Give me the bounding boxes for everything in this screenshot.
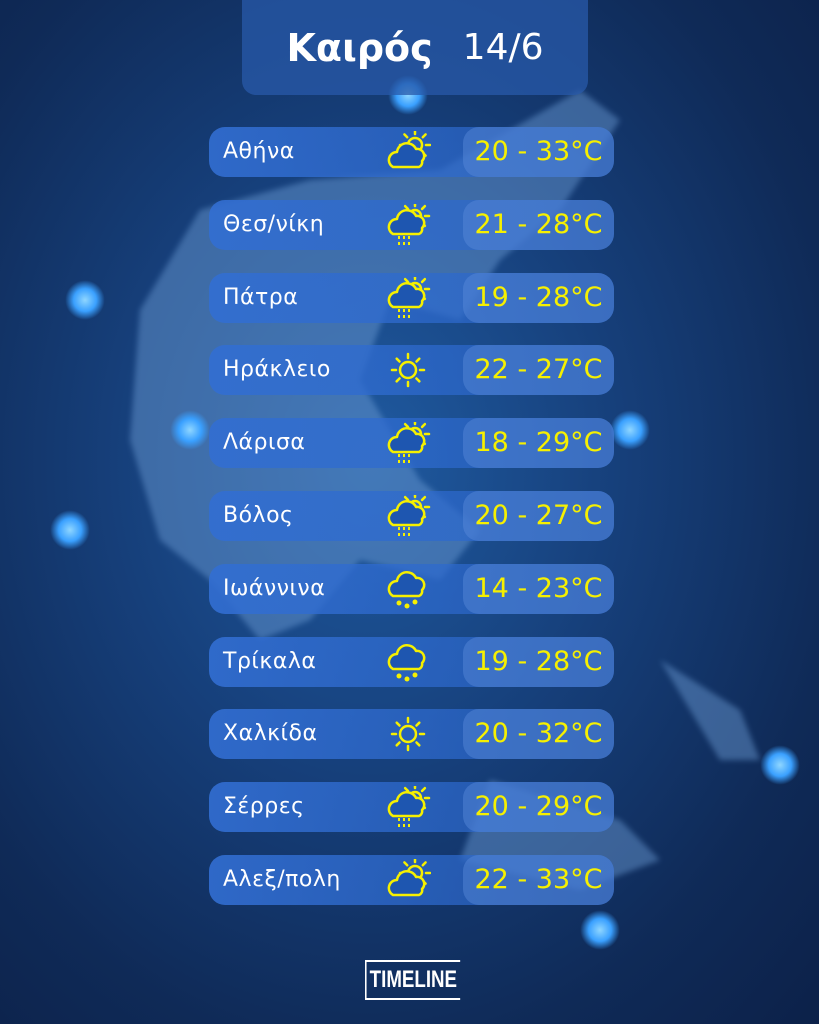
page-title: Καιρός bbox=[286, 25, 433, 70]
forecast-row: Θεσ/νίκη 21 - 28°C bbox=[209, 199, 614, 250]
date-label: 14/6 bbox=[462, 27, 544, 68]
forecast-row: Σέρρες 20 - 29°C bbox=[209, 782, 614, 833]
sun-icon bbox=[390, 717, 426, 752]
temperature-range: 19 - 28°C bbox=[463, 636, 614, 687]
rain-icon bbox=[387, 643, 426, 682]
partly-cloudy-rain-icon bbox=[387, 276, 431, 318]
temperature-range: 20 - 32°C bbox=[463, 709, 614, 760]
glow-dot bbox=[65, 280, 105, 320]
glow-dot bbox=[610, 410, 650, 450]
forecast-row: Ηράκλειο 22 - 27°C bbox=[209, 345, 614, 396]
partly-cloudy-icon bbox=[387, 859, 431, 897]
temperature-range: 20 - 29°C bbox=[463, 782, 614, 833]
forecast-row: Τρίκαλα 19 - 28°C bbox=[209, 636, 614, 687]
timeline-logo: TIMELINE bbox=[365, 960, 461, 1000]
city-name: Ηράκλειο bbox=[223, 357, 331, 383]
rain-icon bbox=[387, 570, 426, 609]
glow-dot bbox=[50, 510, 90, 550]
temperature-range: 22 - 33°C bbox=[463, 855, 614, 905]
city-name: Αθήνα bbox=[223, 139, 295, 164]
forecast-row: Λάρισα 18 - 29°C bbox=[209, 418, 614, 469]
city-name: Τρίκαλα bbox=[223, 648, 317, 674]
city-name: Σέρρες bbox=[223, 794, 305, 820]
forecast-row: Αθήνα 20 - 33°C bbox=[209, 127, 614, 177]
glow-dot bbox=[170, 410, 210, 450]
forecast-row: Αλεξ/πολη 22 - 33°C bbox=[209, 855, 614, 905]
partly-cloudy-rain-icon bbox=[387, 422, 431, 464]
forecast-row: Βόλος 20 - 27°C bbox=[209, 491, 614, 541]
city-name: Πάτρα bbox=[223, 284, 299, 310]
forecast-row: Πάτρα 19 - 28°C bbox=[209, 272, 614, 323]
glow-dot bbox=[760, 745, 800, 785]
temperature-range: 18 - 29°C bbox=[463, 418, 614, 469]
city-name: Αλεξ/πολη bbox=[223, 867, 341, 892]
title-bar: Καιρός 14/6 bbox=[242, 0, 588, 95]
forecast-row: Χαλκίδα 20 - 32°C bbox=[209, 709, 614, 760]
temperature-range: 14 - 23°C bbox=[463, 563, 614, 614]
temperature-range: 20 - 27°C bbox=[463, 491, 614, 541]
sun-icon bbox=[390, 353, 426, 388]
temperature-range: 20 - 33°C bbox=[463, 127, 614, 177]
partly-cloudy-rain-icon bbox=[387, 495, 431, 536]
temperature-range: 19 - 28°C bbox=[463, 272, 614, 323]
city-name: Θεσ/νίκη bbox=[223, 211, 325, 237]
forecast-row: Ιωάννινα 14 - 23°C bbox=[209, 563, 614, 614]
partly-cloudy-icon bbox=[387, 131, 431, 169]
temperature-range: 21 - 28°C bbox=[463, 199, 614, 250]
city-name: Λάρισα bbox=[223, 430, 306, 456]
city-name: Χαλκίδα bbox=[223, 721, 318, 747]
city-name: Ιωάννινα bbox=[223, 575, 326, 601]
city-name: Βόλος bbox=[223, 503, 294, 528]
partly-cloudy-rain-icon bbox=[387, 786, 431, 828]
partly-cloudy-rain-icon bbox=[387, 203, 431, 245]
glow-dot bbox=[580, 910, 620, 950]
temperature-range: 22 - 27°C bbox=[463, 345, 614, 396]
